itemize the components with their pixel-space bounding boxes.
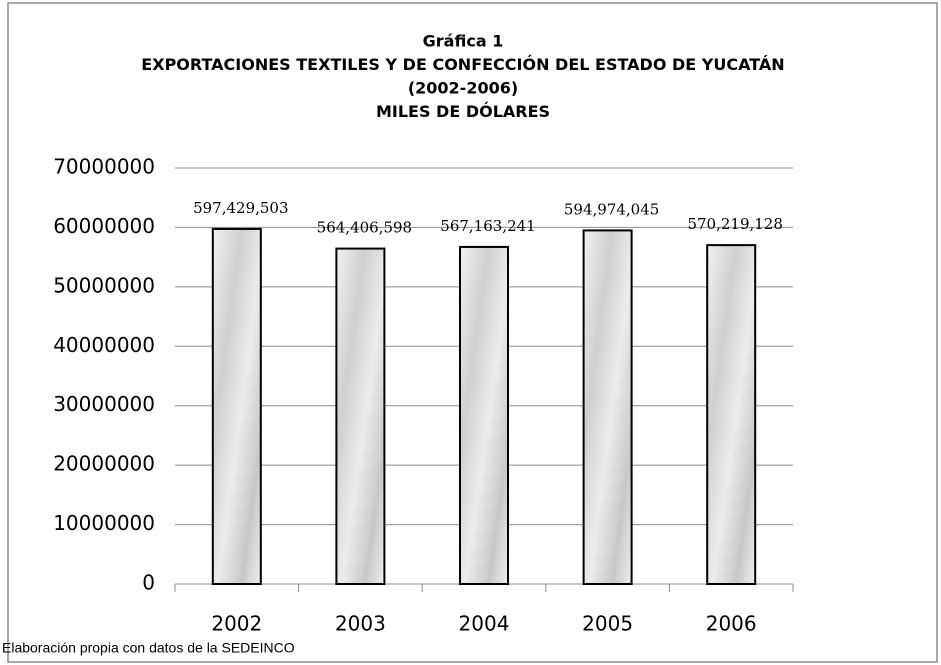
x-tick-label: 2006 <box>706 612 757 636</box>
y-tick-label: 40000000 <box>53 333 155 357</box>
x-tick-label: 2002 <box>211 612 262 636</box>
data-label: 570,219,128 <box>687 215 782 233</box>
bar <box>335 247 386 586</box>
chart-title: (2002-2006) <box>408 79 518 98</box>
x-tick-label: 2004 <box>459 612 510 636</box>
y-tick-label: 10000000 <box>53 511 155 535</box>
bar <box>211 227 262 585</box>
y-tick-label: 60000000 <box>53 214 155 238</box>
y-tick-label: 20000000 <box>53 452 155 476</box>
data-label: 594,974,045 <box>564 200 659 218</box>
data-label: 564,406,598 <box>317 219 412 237</box>
data-label: 597,429,503 <box>193 199 288 217</box>
chart-title: Gráfica 1 <box>423 32 504 51</box>
bar <box>582 229 633 585</box>
x-tick-label: 2005 <box>582 612 633 636</box>
source-note: Elaboración propia con datos de la SEDEI… <box>2 640 295 656</box>
x-tick-label: 2003 <box>335 612 386 636</box>
chart-title: EXPORTACIONES TEXTILES Y DE CONFECCIÓN D… <box>141 55 784 74</box>
bar <box>459 245 509 585</box>
y-tick-label: 70000000 <box>53 155 155 179</box>
y-tick-label: 0 <box>142 571 155 595</box>
bar <box>706 244 757 585</box>
y-tick-label: 50000000 <box>53 273 155 297</box>
chart-title: MILES DE DÓLARES <box>376 102 550 121</box>
y-tick-label: 30000000 <box>53 392 155 416</box>
data-label: 567,163,241 <box>440 217 535 235</box>
